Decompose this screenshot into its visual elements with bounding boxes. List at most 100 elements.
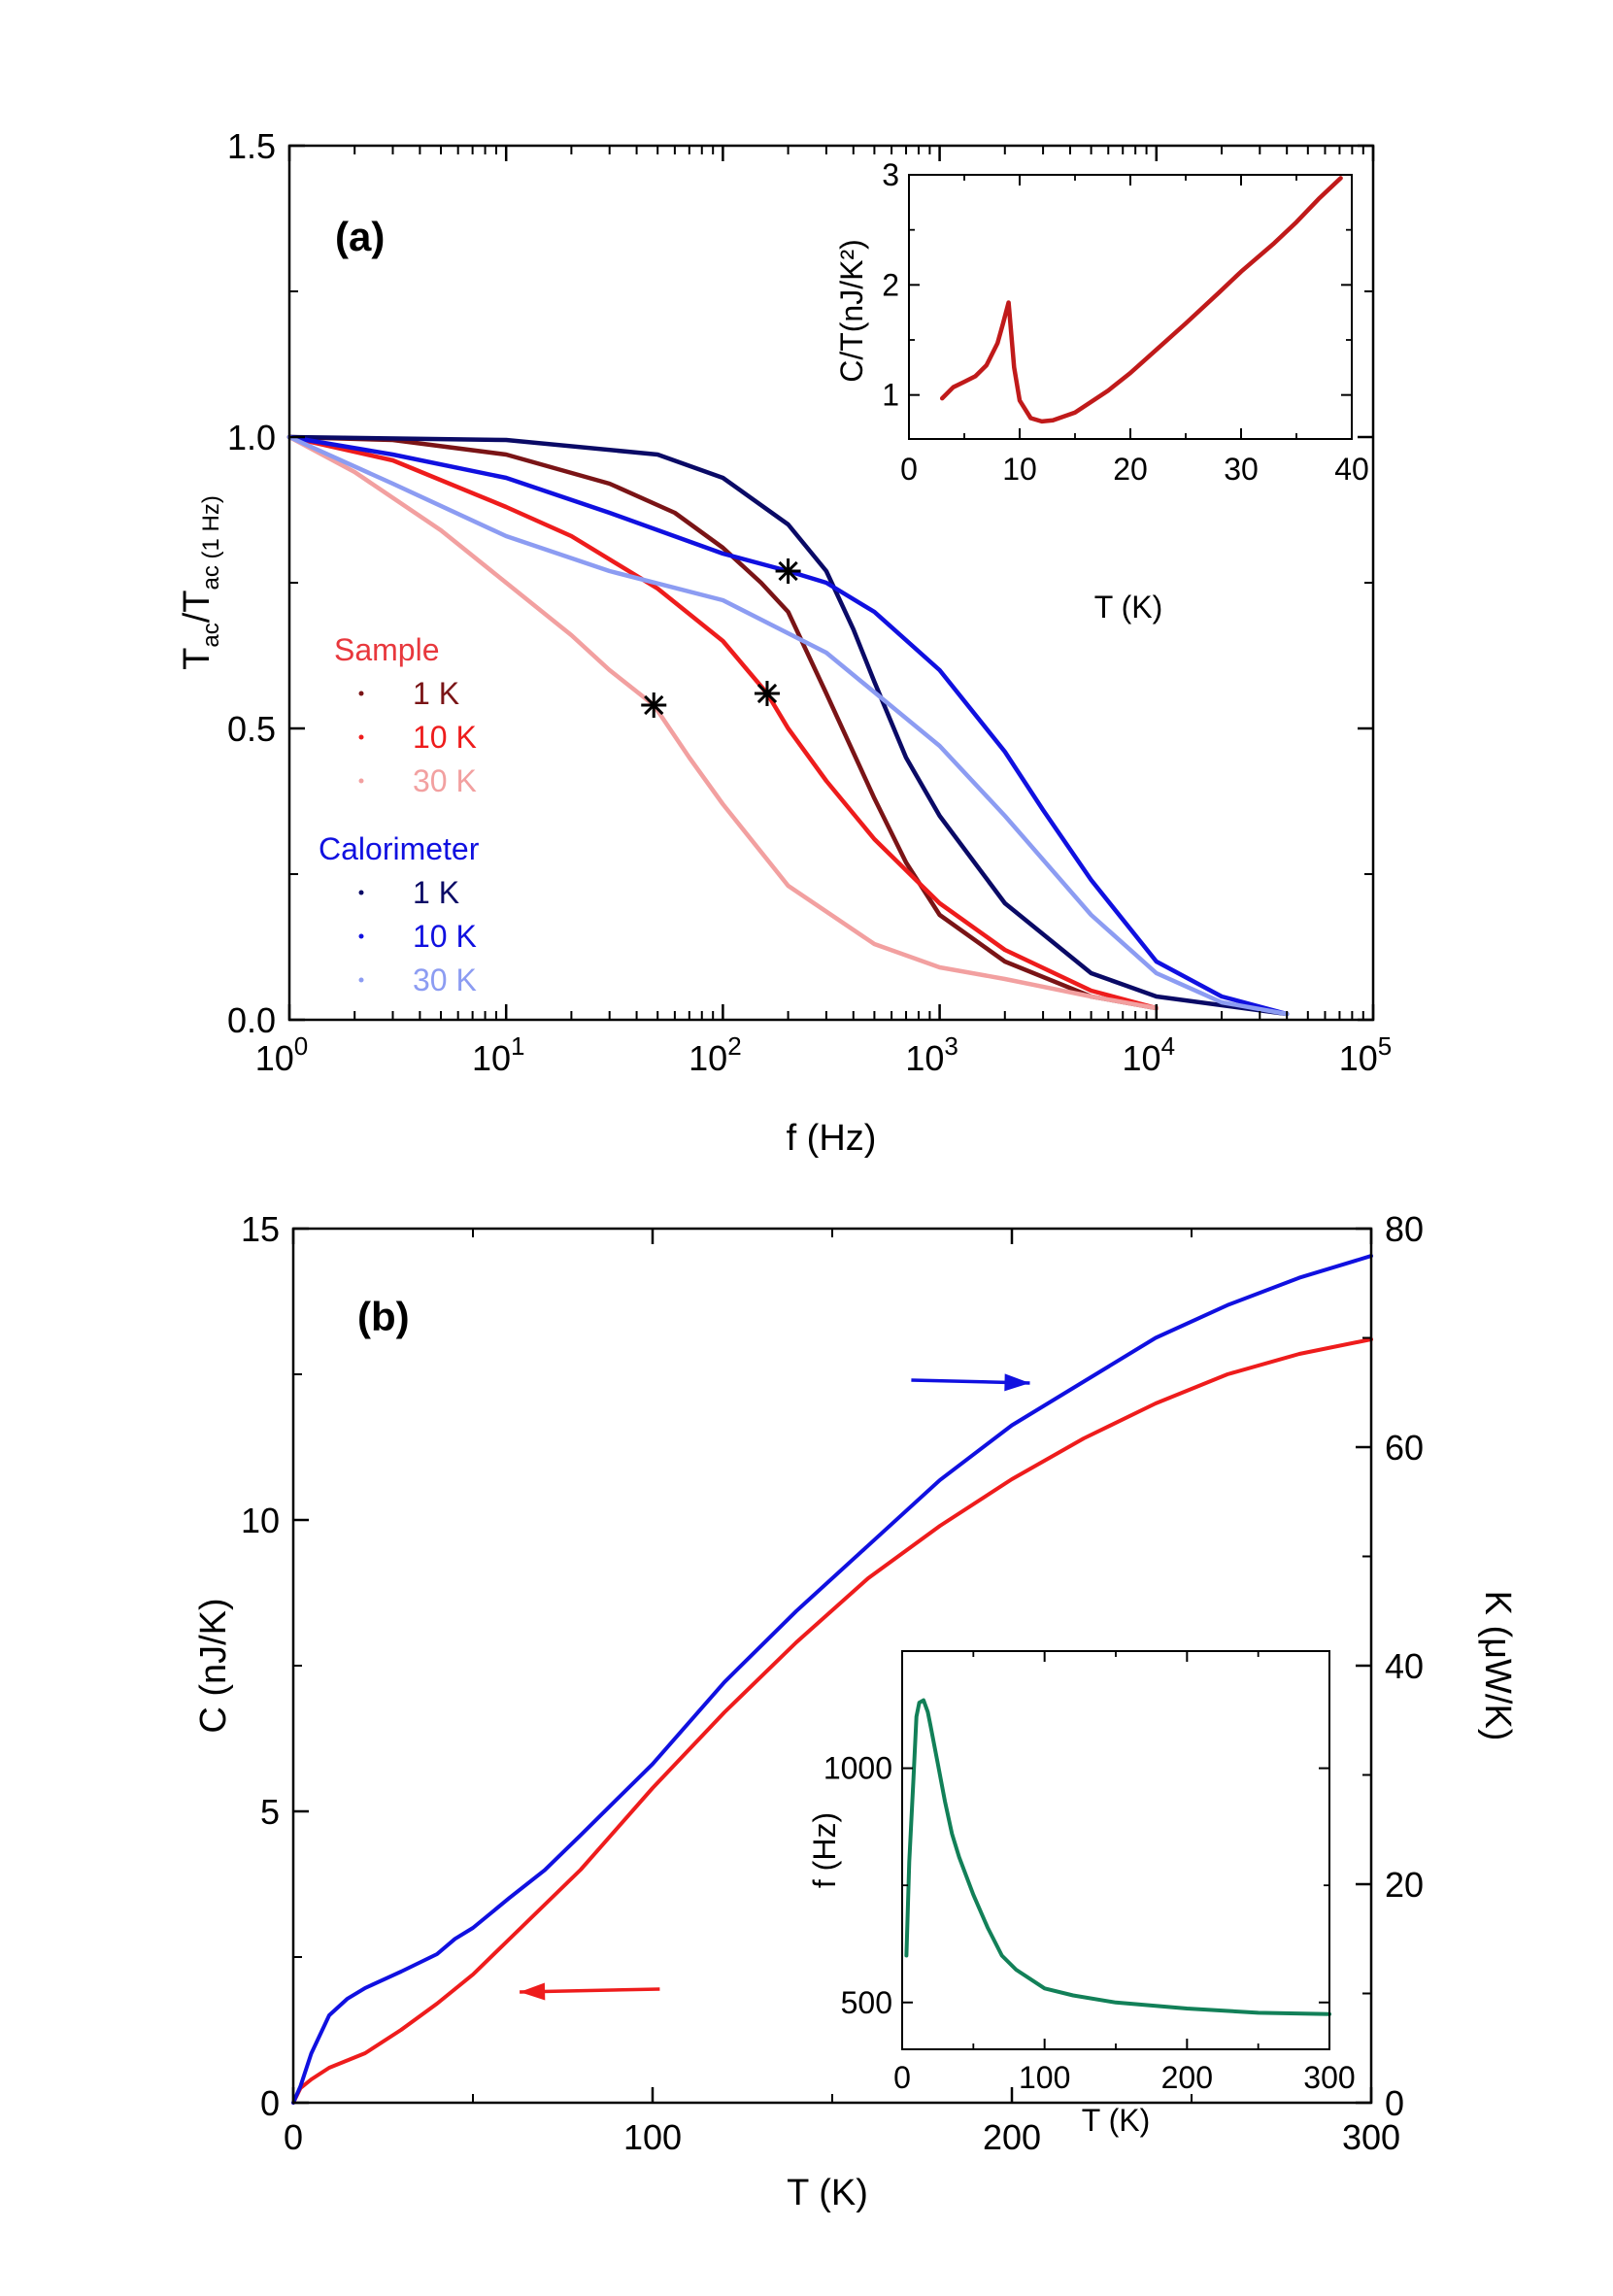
legend-entry-1k: 1 K <box>413 875 459 910</box>
asterisk-stroke <box>778 560 798 582</box>
inset-a-y-tick-label: 2 <box>882 267 899 302</box>
legend-entry-10k: 10 K <box>413 919 477 954</box>
curve-calorimeter-30k <box>286 434 1290 1017</box>
y-right-tick-label: 40 <box>1385 1646 1424 1686</box>
inset-b-y-tick-label: 500 <box>841 1985 892 2020</box>
x-tick-label: 102 <box>689 1031 742 1078</box>
inset-b-curve <box>904 1698 1331 2016</box>
panel-b-curves <box>291 1254 1373 2105</box>
inset-a-x-tick-label: 20 <box>1113 452 1148 487</box>
panel-b-label: (b) <box>357 1294 410 1339</box>
panel-a-label: (a) <box>335 214 385 259</box>
y-right-tick-label: 60 <box>1385 1428 1424 1468</box>
panel-a-x-axis-label: f (Hz) <box>787 1118 877 1159</box>
y-label-main: T <box>177 648 218 670</box>
panel-b-x-axis-label: T (K) <box>787 2173 868 2213</box>
x-tick-label: 100 <box>255 1031 309 1078</box>
inset-a-y-tick-label: 3 <box>882 157 899 192</box>
panel-a-y-axis-label: Tac/Tac (1 Hz) <box>177 495 224 670</box>
x-tick-label: 104 <box>1123 1031 1176 1078</box>
inset-b-x-tick-label: 0 <box>893 2060 911 2095</box>
legend-entry-30k: 30 K <box>413 962 477 997</box>
x-tick-label: 103 <box>905 1031 958 1078</box>
y-right-tick-label: 0 <box>1385 2083 1404 2123</box>
x-tick-label: 300 <box>1342 2117 1400 2157</box>
y-tick-label: 1.0 <box>227 418 276 457</box>
inset-a-ticks: 0 10 20 30 40 1 2 3 <box>882 157 1369 487</box>
inset-a-y-tick-label: 1 <box>882 378 899 413</box>
panel-b-right-y-axis-label: K (μW/K) <box>1477 1591 1518 1741</box>
x-tick-label: 200 <box>983 2117 1041 2157</box>
asterisk-stroke <box>756 683 778 704</box>
inset-a-x-tick-label: 0 <box>900 452 918 487</box>
inset-b-x-tick-label: 200 <box>1161 2060 1213 2095</box>
legend-marker <box>358 933 364 939</box>
legend-marker <box>358 977 364 983</box>
legend-marker <box>358 734 364 740</box>
y-tick-label: 15 <box>241 1209 280 1249</box>
inset-b-ticks: 0 100 200 300 500 1000 <box>823 1651 1356 2095</box>
y-tick-label: 5 <box>260 1792 280 1832</box>
y-tick-label: 0 <box>260 2083 280 2123</box>
panel-a-curves <box>286 434 1290 1017</box>
x-tick-label: 100 <box>623 2117 682 2157</box>
curve-k <box>291 1254 1373 2105</box>
inset-a-x-tick-label: 10 <box>1002 452 1037 487</box>
x-tick-base: 10 <box>689 1038 727 1078</box>
arrow-right-head <box>1004 1373 1030 1392</box>
asterisk-marker-1 <box>641 692 667 718</box>
asterisk-marker-2 <box>754 681 780 706</box>
legend-marker <box>358 778 364 784</box>
inset-a-x-axis-label: T (K) <box>1094 590 1163 625</box>
x-tick-base: 10 <box>472 1038 511 1078</box>
inset-a-x-tick-label: 40 <box>1334 452 1369 487</box>
y-label-sub2: ac (1 Hz) <box>198 495 224 590</box>
x-tick-base: 10 <box>1123 1038 1161 1078</box>
y-right-tick-label: 20 <box>1385 1865 1424 1905</box>
panel-a-legend: Sample 1 K 10 K 30 K Calorimeter 1 K 10 K 30 K <box>319 632 480 997</box>
y-right-tick-label: 80 <box>1385 1209 1424 1249</box>
legend-entry-1k: 1 K <box>413 676 459 711</box>
asterisk-marker-3 <box>775 558 801 584</box>
legend-title-calorimeter: Calorimeter <box>319 831 480 866</box>
legend-entry-10k: 10 K <box>413 720 477 755</box>
x-tick-exponent: 5 <box>1378 1031 1392 1061</box>
curve-sample-30k <box>286 434 1159 1011</box>
inset-a-curve <box>939 176 1343 424</box>
y-tick-label: 10 <box>241 1501 280 1540</box>
inset-b-background <box>902 1651 1329 2049</box>
inset-a-x-tick-label: 30 <box>1224 452 1259 487</box>
y-tick-label: 0.0 <box>227 1000 276 1040</box>
y-tick-label: 1.5 <box>227 126 276 166</box>
y-tick-label: 0.5 <box>227 709 276 749</box>
inset-b-x-tick-label: 100 <box>1019 2060 1070 2095</box>
inset-b-x-tick-label: 300 <box>1303 2060 1355 2095</box>
x-tick-exponent: 1 <box>511 1031 524 1061</box>
x-tick-base: 10 <box>255 1038 294 1078</box>
inset-b-x-axis-label: T (K) <box>1082 2103 1151 2138</box>
x-tick-exponent: 3 <box>944 1031 958 1061</box>
y-label-sub1: ac <box>198 623 224 647</box>
panel-b-y-axis-label: C (nJ/K) <box>193 1598 234 1733</box>
inset-b-y-tick-label: 1000 <box>823 1751 892 1786</box>
curve-sample-10k <box>286 434 1159 1011</box>
legend-marker <box>358 691 364 696</box>
curve-sample-1k <box>286 434 1159 1011</box>
inset-a-curves <box>939 176 1343 424</box>
legend-marker <box>358 890 364 895</box>
panel-a-inset: 0 10 20 30 40 1 2 3 T (K) C/T(nJ/K²) <box>834 157 1369 625</box>
x-tick-exponent: 2 <box>727 1031 741 1061</box>
x-tick-base: 10 <box>1339 1038 1378 1078</box>
legend-title-sample: Sample <box>334 632 440 667</box>
x-tick-label: 105 <box>1339 1031 1393 1078</box>
inset-b-curves <box>904 1698 1331 2016</box>
x-tick-base: 10 <box>905 1038 944 1078</box>
inset-b-y-axis-label: f (Hz) <box>807 1812 842 1888</box>
x-tick-label: 101 <box>472 1031 525 1078</box>
asterisk-stroke <box>644 694 664 716</box>
